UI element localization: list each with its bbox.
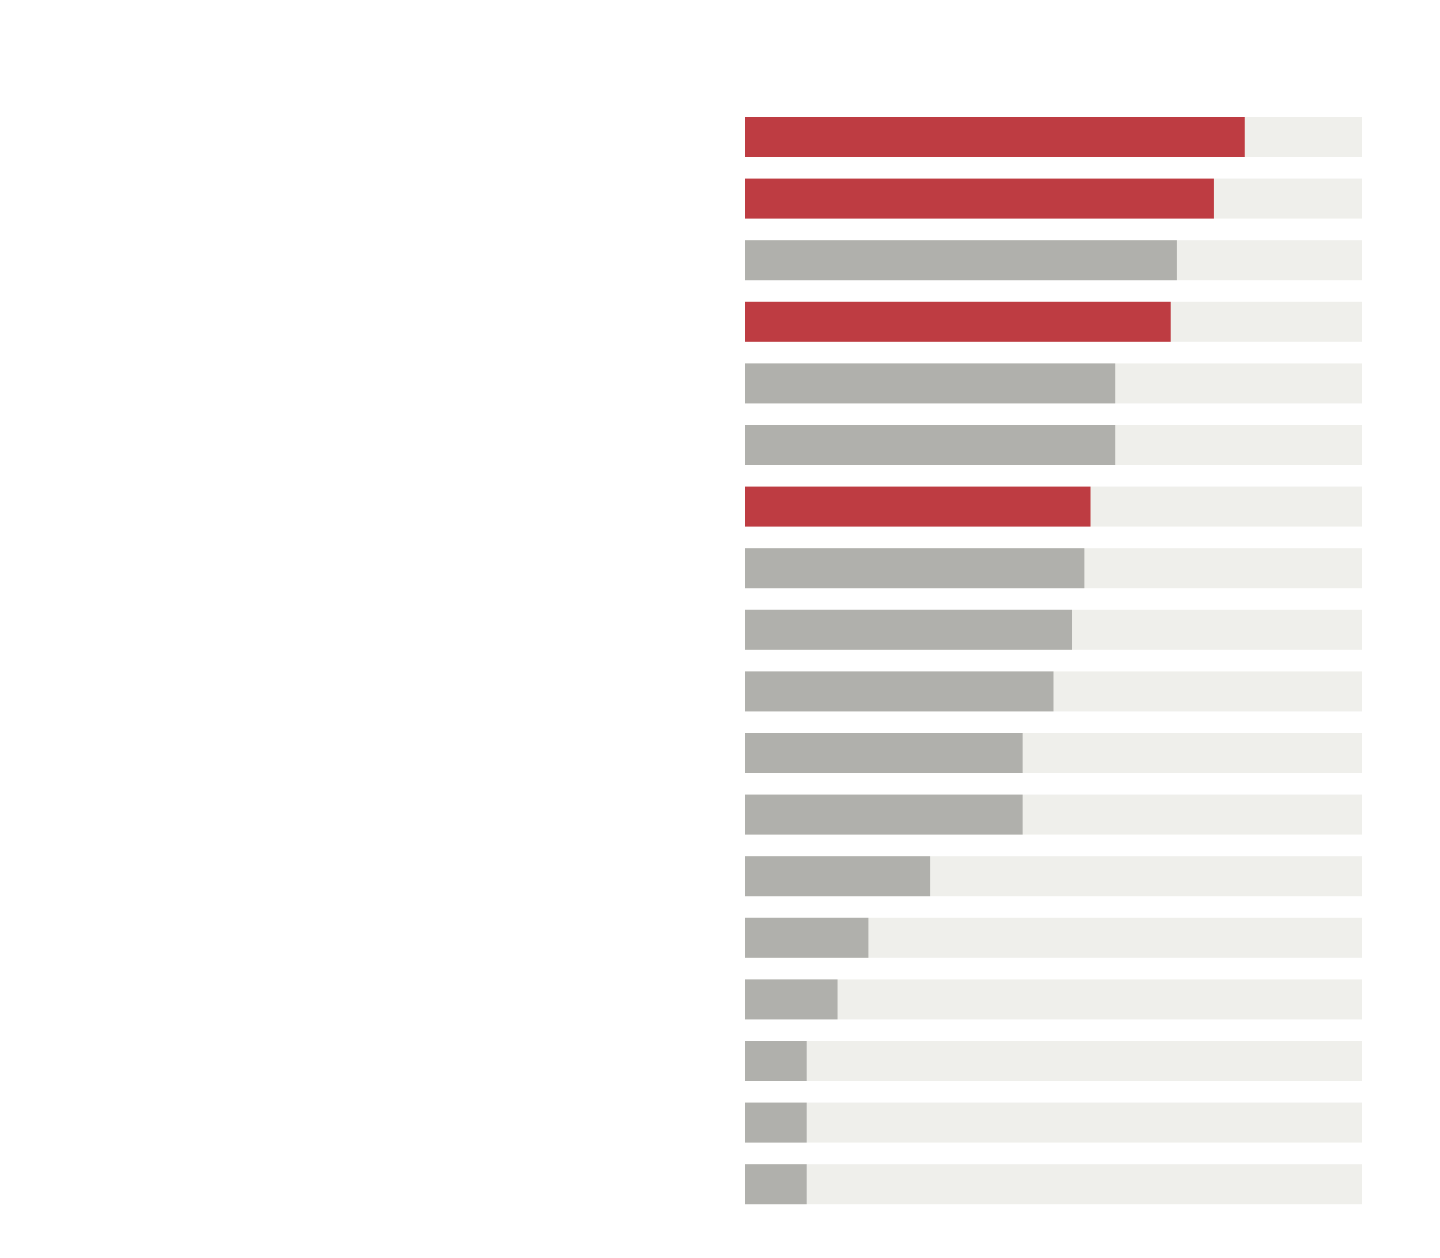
bar bbox=[745, 733, 1023, 773]
bar-track bbox=[745, 979, 1362, 1020]
bar bbox=[745, 178, 1214, 219]
bar bbox=[745, 609, 1073, 650]
bar bbox=[745, 548, 1085, 589]
bar-track bbox=[745, 1102, 1362, 1143]
bar bbox=[745, 1041, 807, 1081]
bar bbox=[745, 979, 838, 1020]
bar bbox=[745, 363, 1116, 404]
bar bbox=[745, 671, 1054, 712]
bar bbox=[745, 794, 1023, 835]
bar bbox=[745, 117, 1245, 157]
bar bbox=[745, 856, 931, 897]
bar bbox=[745, 486, 1091, 527]
bar bbox=[745, 240, 1177, 281]
bar bbox=[745, 917, 869, 958]
bar-track bbox=[745, 1041, 1362, 1081]
bar-track bbox=[745, 1164, 1362, 1205]
bar bbox=[745, 301, 1171, 342]
bar bbox=[745, 425, 1116, 465]
bar bbox=[745, 1164, 807, 1205]
bar bbox=[745, 1102, 807, 1143]
